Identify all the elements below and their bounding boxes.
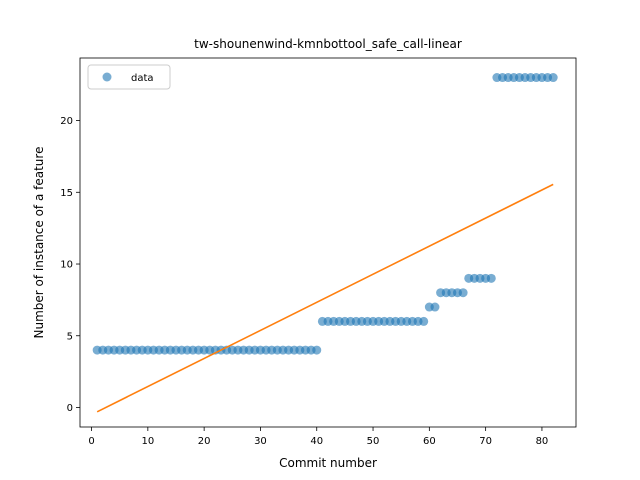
x-tick-label: 80 (536, 436, 549, 447)
x-axis: 0 10 20 30 40 50 60 70 80 (88, 427, 548, 447)
axes-frame (79, 57, 577, 428)
data-point (486, 273, 496, 283)
x-tick-label: 30 (254, 436, 267, 447)
x-tick-label: 10 (141, 436, 154, 447)
x-tick-label: 60 (423, 436, 436, 447)
x-tick-label: 40 (310, 436, 323, 447)
data-point (430, 302, 440, 312)
data-point (419, 316, 429, 326)
y-tick-label: 0 (67, 403, 73, 414)
chart-title: tw-shounenwind-kmnbottool_safe_call-line… (194, 37, 462, 51)
x-tick-label: 50 (367, 436, 380, 447)
data-point (312, 345, 322, 355)
x-axis-label: Commit number (279, 456, 377, 470)
legend-label-data: data (131, 73, 154, 84)
y-tick-label: 20 (60, 116, 73, 127)
y-tick-label: 5 (67, 331, 73, 342)
legend: data (87, 64, 171, 90)
y-tick-label: 10 (60, 260, 73, 271)
fit-line (96, 183, 554, 413)
data-point (458, 288, 468, 298)
legend-marker-data (102, 72, 112, 82)
legend-box (87, 64, 171, 90)
y-axis: 0 5 10 15 20 (60, 116, 80, 414)
x-tick-label: 20 (198, 436, 211, 447)
y-axis-label: Number of instance of a feature (32, 147, 46, 339)
data-point (548, 73, 558, 83)
x-tick-label: 0 (88, 436, 94, 447)
plot-area (92, 73, 558, 413)
y-tick-label: 15 (60, 188, 73, 199)
x-tick-label: 70 (479, 436, 492, 447)
